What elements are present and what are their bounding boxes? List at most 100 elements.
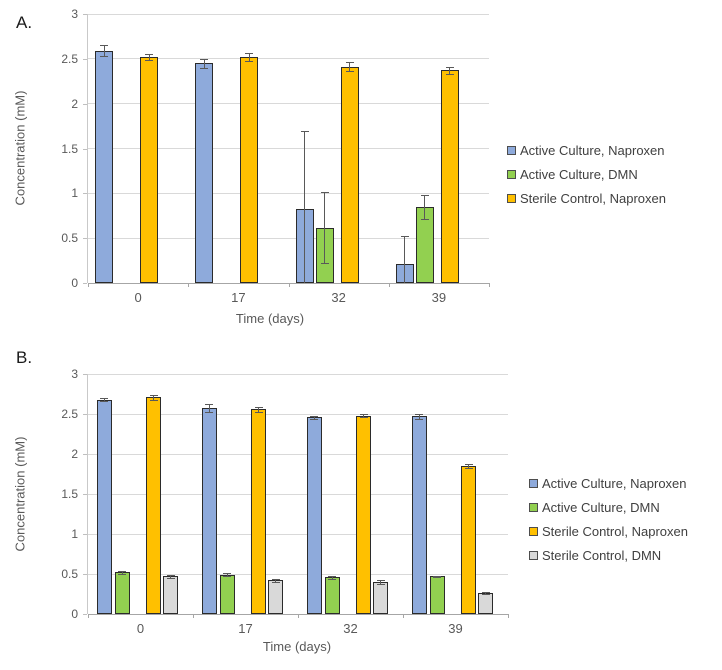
y-tick-label: 1.5 bbox=[61, 141, 78, 156]
x-tick-mark bbox=[508, 614, 509, 618]
gridline bbox=[88, 58, 489, 60]
error-bar-cap bbox=[310, 415, 319, 417]
error-bar bbox=[449, 66, 451, 75]
y-tick-label: 0.5 bbox=[61, 567, 78, 581]
bar-sterile-control-naproxen-day-0 bbox=[146, 397, 162, 614]
error-bar-cap bbox=[223, 576, 232, 578]
panel-a-label: A. bbox=[16, 13, 33, 32]
error-bar-cap bbox=[145, 54, 154, 56]
bar-active-culture-dmn-day-39 bbox=[429, 576, 445, 614]
x-tick-mark bbox=[489, 283, 490, 287]
error-bar-cap bbox=[118, 574, 127, 575]
y-axis-line bbox=[87, 374, 88, 614]
gridline bbox=[88, 493, 508, 495]
x-tick-label-day-0: 0 bbox=[134, 290, 142, 305]
y-tick-mark bbox=[83, 374, 87, 375]
x-axis-title: Time (days) bbox=[262, 639, 332, 654]
error-bar-cap bbox=[254, 406, 263, 408]
panel-b-label: B. bbox=[16, 348, 33, 367]
error-bar-cap bbox=[345, 71, 354, 73]
bar-active-culture-dmn-day-0 bbox=[114, 572, 130, 614]
y-tick-label: 2 bbox=[71, 96, 78, 111]
y-tick-mark bbox=[83, 574, 87, 575]
error-bar-cap bbox=[415, 418, 424, 420]
error-bar-cap bbox=[200, 67, 209, 69]
gridline bbox=[88, 192, 489, 194]
error-bar-cap bbox=[310, 418, 319, 420]
error-bar-cap bbox=[205, 404, 214, 406]
error-bar-cap bbox=[376, 580, 385, 582]
error-bar-cap bbox=[271, 582, 280, 583]
legend-label: Sterile Control, Naproxen bbox=[542, 523, 688, 539]
error-bar-cap bbox=[245, 53, 254, 55]
error-bar-cap bbox=[200, 58, 209, 60]
legend-swatch-icon bbox=[529, 526, 538, 536]
error-bar-cap bbox=[464, 464, 473, 466]
gridline bbox=[88, 533, 508, 535]
error-bar-cap bbox=[345, 62, 354, 64]
error-bar bbox=[121, 570, 123, 574]
legend-label: Sterile Control, Naproxen bbox=[520, 190, 666, 206]
y-axis-title: Concentration (mM) bbox=[12, 436, 28, 552]
legend-item: Sterile Control, Naproxen bbox=[529, 519, 688, 543]
bar-sterile-control-naproxen-day-0 bbox=[140, 57, 159, 283]
error-bar bbox=[418, 414, 420, 419]
x-tick-mark bbox=[188, 283, 190, 287]
x-axis-title: Time (days) bbox=[235, 311, 305, 326]
legend: Active Culture, Naproxen Active Culture, … bbox=[529, 471, 688, 567]
bar-active-culture-naproxen-day-0 bbox=[96, 399, 112, 614]
x-tick-label-day-0: 0 bbox=[136, 621, 145, 636]
error-bar bbox=[153, 394, 155, 400]
legend-label: Active Culture, Naproxen bbox=[542, 475, 687, 491]
error-bar-cap bbox=[415, 414, 424, 415]
legend-label: Sterile Control, DMN bbox=[542, 547, 662, 563]
bar-sterile-control-dmn-day-39 bbox=[478, 593, 494, 614]
error-bar-cap bbox=[100, 45, 109, 47]
error-bar-cap bbox=[100, 56, 109, 58]
gridline bbox=[88, 103, 489, 105]
error-bar bbox=[170, 574, 172, 578]
error-bar-cap bbox=[100, 398, 109, 399]
error-bar bbox=[226, 573, 228, 577]
error-bar-cap bbox=[271, 578, 280, 580]
x-tick-mark bbox=[388, 283, 390, 287]
x-tick-label-day-17: 17 bbox=[238, 621, 253, 636]
bar-sterile-control-dmn-day-0 bbox=[163, 576, 179, 614]
bar-sterile-control-naproxen-day-39 bbox=[440, 70, 459, 283]
x-tick-label-day-32: 32 bbox=[331, 290, 346, 305]
bar-sterile-control-dmn-day-32 bbox=[373, 582, 389, 614]
error-bar-cap bbox=[359, 417, 368, 419]
error-bar-cap bbox=[328, 575, 337, 577]
legend-swatch-icon bbox=[507, 193, 516, 203]
x-tick-label-day-32: 32 bbox=[343, 621, 358, 636]
y-tick-label: 0 bbox=[71, 276, 78, 290]
error-bar-cap bbox=[320, 263, 329, 265]
legend-label: Active Culture, DMN bbox=[520, 166, 638, 182]
y-tick-label: 1 bbox=[71, 527, 78, 541]
legend-item: Active Culture, DMN bbox=[507, 162, 666, 186]
bar-sterile-control-naproxen-day-32 bbox=[356, 415, 372, 614]
gridline bbox=[88, 413, 508, 415]
error-bar-cap bbox=[145, 59, 154, 61]
y-tick-label: 1 bbox=[71, 186, 78, 201]
error-bar-cap bbox=[464, 467, 473, 469]
error-bar bbox=[349, 62, 351, 72]
bar-active-culture-dmn-day-32 bbox=[324, 577, 340, 614]
legend-swatch-icon bbox=[529, 502, 538, 512]
y-tick-label: 3 bbox=[71, 7, 78, 21]
error-bar bbox=[313, 415, 315, 419]
bar-sterile-control-naproxen-day-17 bbox=[251, 409, 267, 614]
x-tick-mark bbox=[88, 614, 89, 618]
y-tick-label: 3 bbox=[71, 367, 78, 381]
y-tick-mark bbox=[83, 238, 87, 240]
gridline bbox=[88, 573, 508, 575]
chart-panel-a: A. Concentration (mM) Time (days) Active… bbox=[13, 7, 666, 326]
error-bar-cap bbox=[223, 573, 232, 575]
legend: Active Culture, Naproxen Active Culture, … bbox=[507, 138, 666, 210]
y-tick-mark bbox=[83, 414, 87, 415]
x-tick-label-day-39: 39 bbox=[431, 290, 447, 305]
y-tick-label: 0.5 bbox=[61, 231, 78, 246]
error-bar-cap bbox=[328, 578, 337, 580]
plot-area bbox=[87, 373, 508, 615]
legend-swatch-icon bbox=[507, 169, 516, 179]
